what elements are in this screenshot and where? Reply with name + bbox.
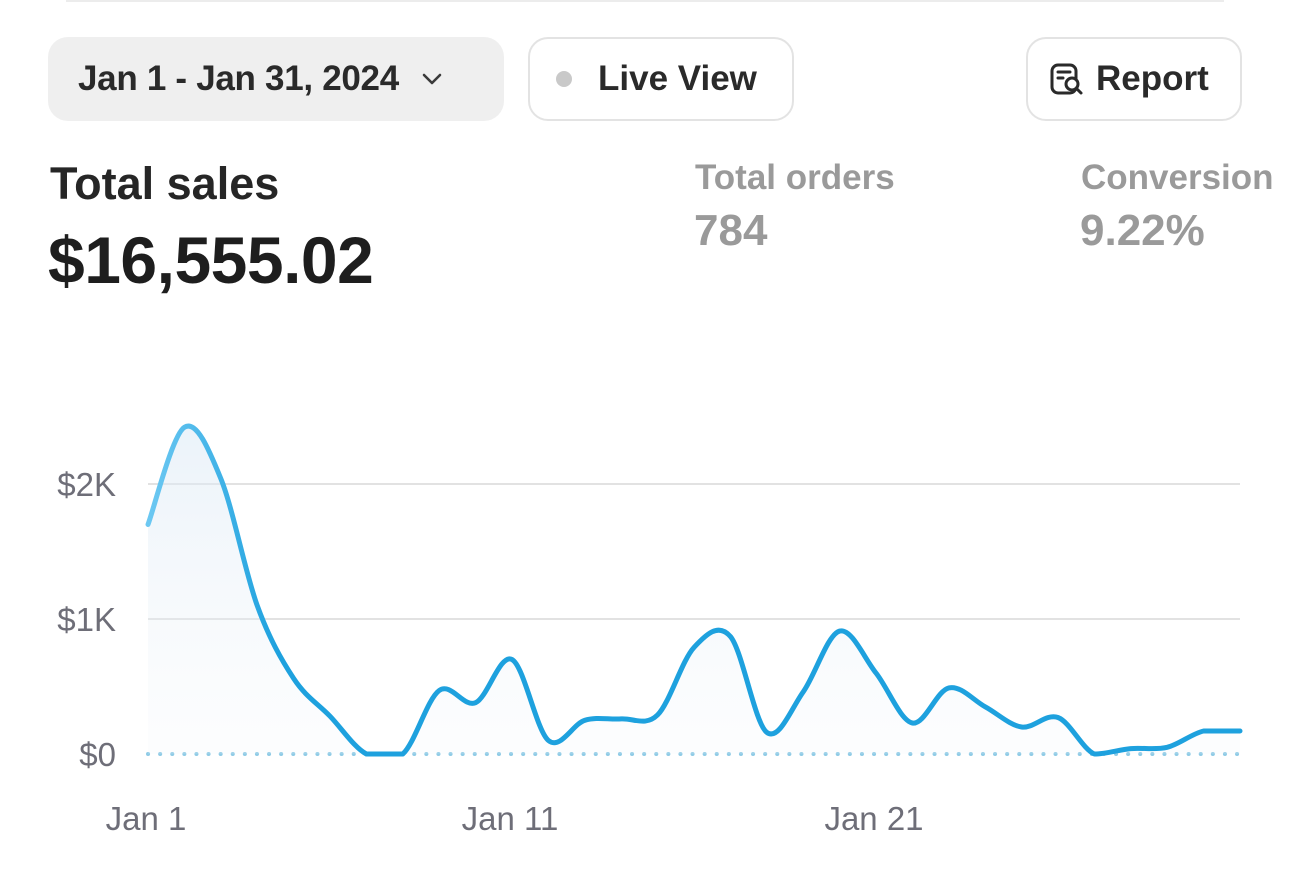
data-point — [181, 424, 187, 430]
data-point — [873, 670, 879, 676]
x-tick-label: Jan 1 — [106, 800, 187, 837]
data-point — [254, 603, 260, 609]
data-point — [145, 522, 151, 528]
data-point — [800, 689, 806, 695]
data-point — [473, 700, 479, 706]
data-point — [655, 712, 661, 718]
data-point — [1164, 744, 1170, 750]
y-tick-label: $0 — [79, 736, 116, 773]
data-point — [691, 644, 697, 650]
live-view-label: Live View — [598, 59, 757, 98]
date-range-picker[interactable]: Jan 1 - Jan 31, 2024 — [48, 37, 504, 121]
report-label: Report — [1096, 59, 1209, 98]
sales-series-line — [145, 423, 1243, 757]
data-point — [436, 688, 442, 694]
data-point — [837, 628, 843, 634]
data-point — [291, 675, 297, 681]
data-point — [1128, 746, 1134, 752]
data-point — [327, 713, 333, 719]
data-point — [363, 751, 369, 757]
conversion-label: Conversion — [1081, 158, 1274, 197]
total-orders-label: Total orders — [695, 158, 895, 197]
data-point — [982, 704, 988, 710]
report-search-icon — [1050, 63, 1083, 95]
data-point — [545, 738, 551, 744]
y-tick-label: $2K — [57, 466, 116, 503]
total-sales-label: Total sales — [50, 158, 280, 209]
chevron-down-icon — [422, 73, 442, 85]
data-point — [400, 751, 406, 757]
top-divider — [66, 0, 1224, 2]
data-point — [1055, 715, 1061, 721]
conversion-value: 9.22% — [1080, 206, 1205, 255]
x-tick-label: Jan 11 — [462, 800, 559, 837]
data-point — [946, 685, 952, 691]
date-range-label: Jan 1 - Jan 31, 2024 — [78, 59, 399, 98]
data-point — [1019, 724, 1025, 730]
y-tick-label: $1K — [57, 601, 116, 638]
report-button[interactable]: Report — [1026, 37, 1242, 121]
data-point — [582, 717, 588, 723]
data-point — [1237, 728, 1243, 734]
data-point — [218, 476, 224, 482]
sales-area-fill — [148, 426, 1240, 754]
x-tick-label: Jan 21 — [824, 800, 923, 837]
total-orders-value: 784 — [694, 206, 768, 255]
data-point — [618, 716, 624, 722]
data-point — [909, 720, 915, 726]
data-point — [1091, 751, 1097, 757]
data-point — [764, 729, 770, 735]
data-point — [727, 634, 733, 640]
data-point — [1201, 728, 1207, 734]
data-point — [509, 657, 515, 663]
live-view-button[interactable]: Live View — [528, 37, 794, 121]
total-sales-value: $16,555.02 — [48, 223, 374, 297]
status-dot-icon — [556, 71, 572, 87]
